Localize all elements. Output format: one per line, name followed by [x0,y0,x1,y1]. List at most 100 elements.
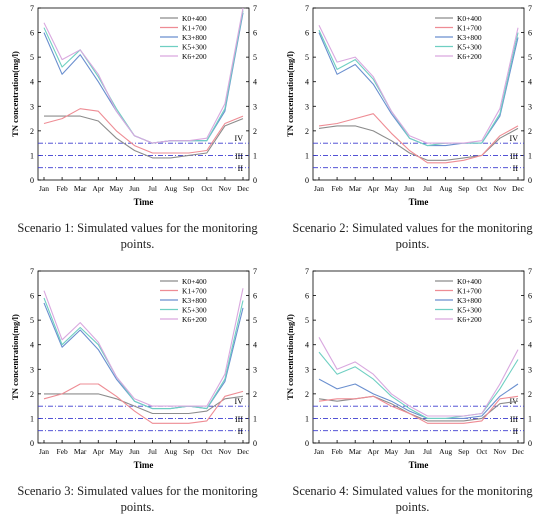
plot-frame [37,7,250,181]
x-tick-label: Feb [56,184,68,193]
x-tick-label: Nov [493,184,506,193]
line-chart: 0 0 1 1 2 2 3 3 4 4 5 5 6 6 7 7 Jan Feb Mar Apr May Jun Jul Aug… [285,4,532,207]
series-line-K0-400 [44,393,244,415]
y-tick-label-right: 4 [253,78,257,87]
y-tick-label: 6 [305,292,309,301]
y-tick-label-right: 3 [253,102,257,111]
x-tick-label: Nov [493,447,506,456]
x-tick-label: Jul [423,447,432,456]
y-tick-label: 6 [30,292,34,301]
x-tick-label: Oct [201,184,213,193]
x-tick-label: Oct [201,447,213,456]
x-tick-label: May [109,184,123,193]
x-tick-label: Jun [129,447,140,456]
y-tick-label: 4 [30,341,34,350]
x-axis-label: Time [409,197,429,207]
x-tick-label: Sep [183,447,195,456]
series-line-K1-700 [318,395,519,424]
x-tick-label: Mar [74,184,87,193]
x-tick-label: May [384,447,398,456]
chart-caption: Scenario 3: Simulated values for the mon… [17,484,258,514]
series-line-K0-400 [44,115,244,159]
x-tick-label: Jan [39,447,49,456]
x-axis-label: Time [134,460,154,470]
chart-panel-scenario-4: 0 0 1 1 2 2 3 3 4 4 5 5 6 6 7 7 Jan Feb Mar Apr May Jun Jul Aug… [275,263,550,525]
y-tick-label-right: 1 [528,151,532,160]
threshold-label: IV [235,134,244,143]
y-tick-label: 1 [305,414,309,423]
y-tick-label: 7 [305,267,309,276]
y-tick-label: 3 [30,102,34,111]
y-tick-label: 5 [305,316,309,325]
y-tick-label-right: 5 [253,316,257,325]
series-line-K6-200 [318,337,519,417]
y-tick-label-right: 0 [528,176,532,185]
legend-entry: K5+300 [182,306,207,315]
legend-entry: K0+400 [457,14,482,23]
y-tick-label-right: 2 [528,127,532,136]
y-tick-label-right: 5 [528,53,532,62]
x-tick-label: Apr [92,184,104,193]
legend-entry: K5+300 [457,43,482,52]
x-tick-label: Sep [458,447,470,456]
y-tick-label: 3 [305,365,309,374]
y-tick-label: 1 [30,414,34,423]
series-line-K3-800 [318,378,519,419]
y-axis-label: TN concentration(mg/l) [285,314,295,400]
x-tick-label: May [109,447,123,456]
x-tick-label: Jun [129,184,140,193]
y-tick-label: 5 [30,316,34,325]
plot-frame [37,270,250,444]
x-tick-label: Jun [404,447,415,456]
x-tick-label: Jul [423,184,432,193]
x-tick-label: Sep [183,184,195,193]
series-line-K1-700 [43,108,244,154]
y-tick-label: 2 [30,390,34,399]
y-tick-label: 0 [305,439,309,448]
series-line-K5-300 [318,29,519,147]
y-tick-label-right: 3 [528,365,532,374]
series-line-K1-700 [43,383,244,424]
y-tick-label-right: 4 [253,341,257,350]
legend-entry: K1+700 [457,24,482,33]
legend-entry: K6+200 [182,315,207,324]
y-axis-label: TN concentration(mg/l) [285,51,295,137]
line-chart: 0 0 1 1 2 2 3 3 4 4 5 5 6 6 7 7 Jan Feb Mar Apr May Jun Jul Aug… [10,267,257,470]
legend-entry: K6+200 [182,52,207,61]
x-tick-label: Mar [349,184,362,193]
legend-entry: K5+300 [182,43,207,52]
y-tick-label-right: 2 [528,390,532,399]
y-tick-label: 7 [305,4,309,13]
y-tick-label: 2 [30,127,34,136]
chart-caption: Scenario 2: Simulated values for the mon… [292,221,533,251]
y-tick-label: 1 [30,151,34,160]
y-tick-label: 0 [305,176,309,185]
legend-entry: K3+800 [182,33,207,42]
y-tick-label: 6 [30,29,34,38]
x-axis-label: Time [134,197,154,207]
plot-frame [312,7,525,181]
y-tick-label-right: 1 [253,414,257,423]
x-tick-label: Jun [404,184,415,193]
x-tick-label: Apr [367,447,379,456]
y-tick-label: 0 [30,439,34,448]
legend-entry: K0+400 [182,277,207,286]
y-tick-label-right: 4 [528,78,532,87]
legend-entry: K1+700 [182,24,207,33]
line-chart: 0 0 1 1 2 2 3 3 4 4 5 5 6 6 7 7 Jan Feb Mar Apr May Jun Jul Aug… [285,267,532,470]
legend-entry: K6+200 [457,52,482,61]
threshold-label: III [235,415,243,424]
series-line-K5-300 [43,10,244,144]
series-line-K6-200 [43,7,244,144]
y-tick-label-right: 2 [253,127,257,136]
y-tick-label-right: 3 [528,102,532,111]
legend-entry: K5+300 [457,306,482,315]
plot-frame [312,270,525,444]
threshold-label: IV [510,134,519,143]
x-tick-label: Mar [349,447,362,456]
y-tick-label-right: 2 [253,390,257,399]
y-tick-label-right: 5 [253,53,257,62]
x-tick-label: Apr [367,184,379,193]
x-tick-label: Feb [331,447,343,456]
y-tick-label: 4 [305,78,309,87]
